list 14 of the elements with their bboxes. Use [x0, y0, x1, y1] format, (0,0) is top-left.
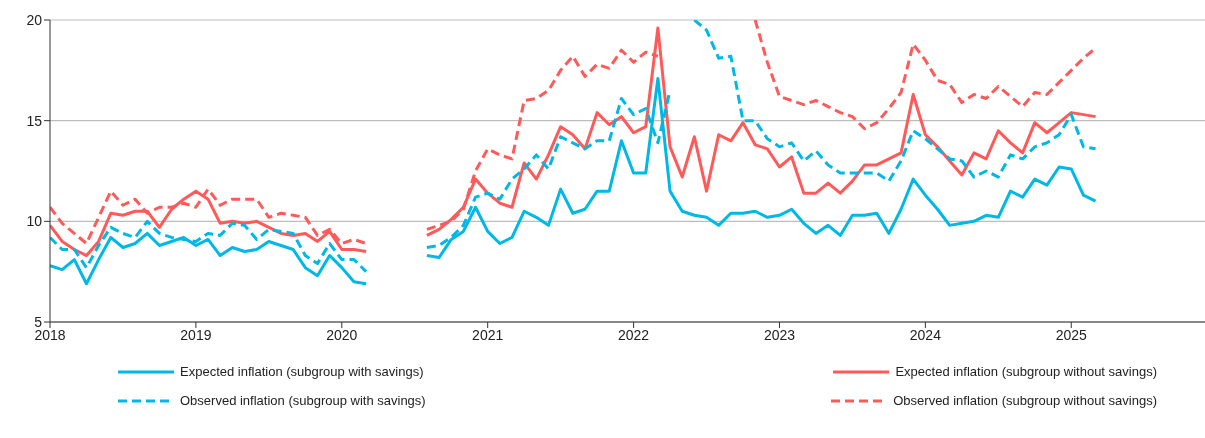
x-tick-label: 2019 [180, 326, 212, 343]
x-tick-label: 2024 [909, 326, 942, 343]
x-tick-label: 2025 [1055, 326, 1088, 343]
y-tick-label: 20 [26, 11, 43, 28]
y-tick-label: 10 [26, 213, 43, 230]
x-tick-label: 2020 [326, 326, 358, 343]
legend-label: Observed inflation (subgroup with savings) [180, 393, 426, 408]
legend-label: Expected inflation (subgroup with savings) [180, 364, 424, 379]
legend-label: Expected inflation (subgroup without savings) [895, 364, 1157, 379]
x-tick-label: 2023 [763, 326, 796, 343]
x-tick-label: 2021 [472, 326, 504, 343]
legend-label: Observed inflation (subgroup without savings) [893, 393, 1157, 408]
y-tick-label: 15 [26, 112, 43, 129]
x-tick-label: 2022 [618, 326, 650, 343]
